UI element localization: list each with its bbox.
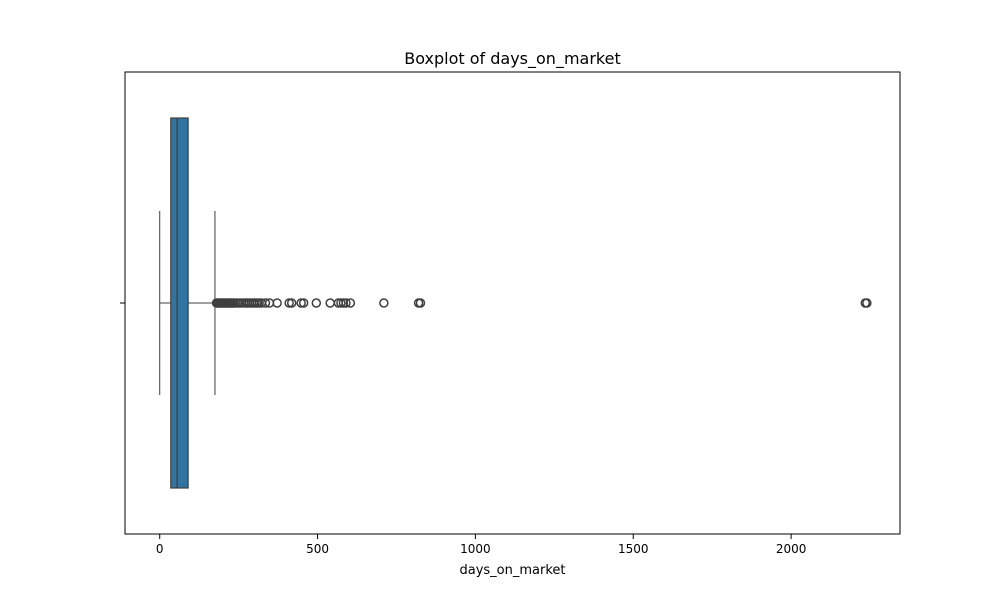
x-axis-ticks: 0 500 1000 1500 2000 [120, 302, 807, 556]
outlier-point [341, 298, 351, 308]
outlier-point [415, 298, 426, 308]
x-tick-label: 1000 [460, 542, 491, 556]
plot-marks [159, 117, 872, 489]
chart-title: Boxplot of days_on_market [404, 49, 620, 69]
x-tick-label: 500 [306, 542, 329, 556]
outlier-point [298, 298, 309, 308]
outlier-point [260, 298, 271, 308]
x-tick-label: 0 [156, 542, 164, 556]
x-tick-label: 1500 [618, 542, 649, 556]
outlier-point [862, 298, 872, 308]
outlier-point [272, 298, 282, 308]
x-tick-label: 2000 [776, 542, 807, 556]
box-iqr [170, 117, 189, 489]
outlier-point [286, 298, 297, 308]
outlier-point [311, 298, 322, 308]
x-axis-label: days_on_market [459, 563, 565, 578]
outlier-point [345, 298, 356, 308]
outlier-point [379, 298, 389, 308]
plot-area-frame [124, 71, 901, 535]
